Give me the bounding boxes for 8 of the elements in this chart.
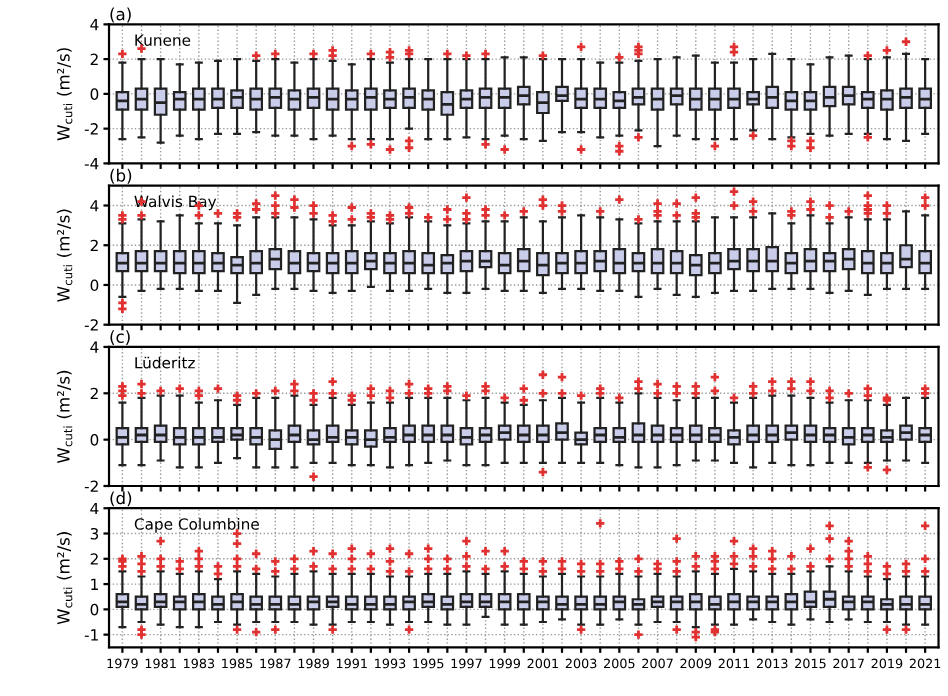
chart-title: (b) [110, 168, 132, 184]
chart-title: (a) [110, 7, 131, 23]
y-axis-title: W$_{cuti}$ (m²/s) [56, 370, 73, 464]
y-axis-title: W$_{cuti}$ (m²/s) [56, 209, 73, 302]
y-axis-title: W$_{cuti}$ (m²/s) [56, 48, 73, 141]
chart-title: (d) [110, 491, 132, 507]
y-axis-title: W$_{cuti}$ (m²/s) [56, 532, 73, 625]
chart-title: (c) [110, 330, 130, 345]
